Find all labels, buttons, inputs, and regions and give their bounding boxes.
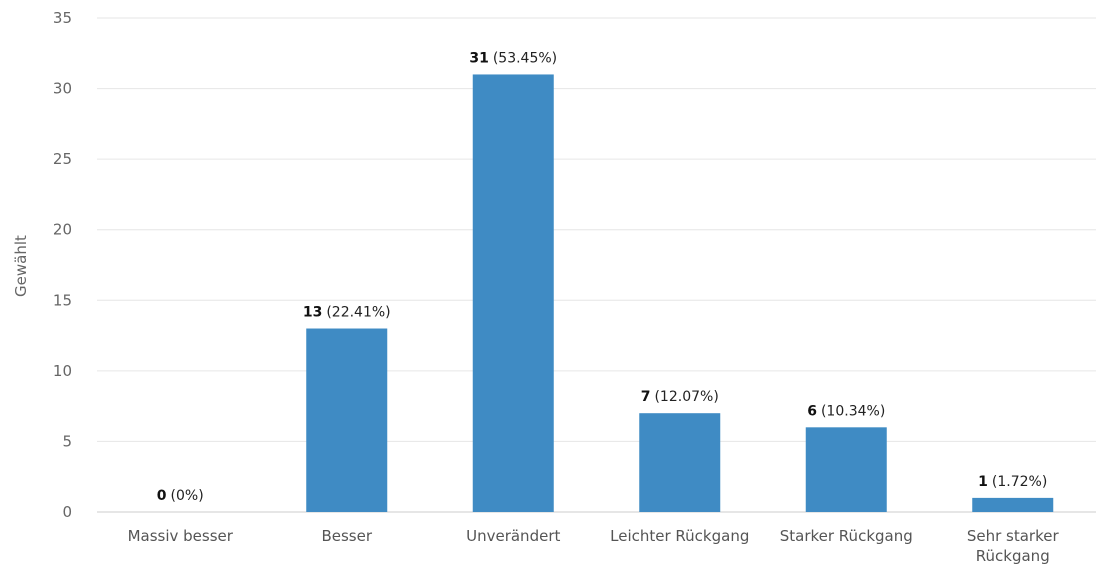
y-tick-label: 35: [53, 9, 72, 27]
x-category-label-line: Leichter Rückgang: [610, 527, 749, 545]
bar: [972, 497, 1054, 512]
data-label-percent: (10.34%): [821, 403, 885, 419]
data-label: 31 (53.45%): [469, 50, 557, 66]
x-axis-categories: Massiv besser Besser Unverändert Leichter R…: [128, 527, 1060, 565]
data-label-percent: (1.72%): [992, 474, 1047, 490]
data-label-percent: (0%): [171, 488, 204, 504]
bar: [306, 328, 388, 512]
x-category-label: Starker Rückgang: [780, 527, 913, 545]
data-label-percent: (12.07%): [654, 389, 718, 405]
x-category-label-line: Massiv besser: [128, 527, 234, 545]
data-label-count: 31: [469, 50, 488, 66]
data-label: 13 (22.41%): [303, 305, 391, 321]
x-category-label-line: Rückgang: [976, 547, 1050, 565]
bar: [639, 413, 721, 512]
x-category-label: Leichter Rückgang: [610, 527, 749, 545]
y-tick-label: 0: [62, 503, 72, 521]
data-label-count: 13: [303, 305, 322, 321]
bar: [472, 74, 554, 512]
data-label-count: 1: [978, 474, 988, 490]
x-category-label-line: Starker Rückgang: [780, 527, 913, 545]
y-tick-label: 25: [53, 150, 72, 168]
y-tick-label: 5: [62, 432, 72, 450]
data-label-count: 0: [157, 488, 167, 504]
y-tick-label: 20: [53, 221, 72, 239]
y-axis-ticks: 0 5 10 15 20 25 30 35: [53, 9, 72, 521]
data-label-percent: (22.41%): [326, 305, 390, 321]
x-category-label-line: Sehr starker: [967, 527, 1060, 545]
x-category-label-line: Besser: [321, 527, 372, 545]
data-labels: 0 (0%) 13 (22.41%) 31 (53.45%) 7 (12.07%) 6 (10.3…: [157, 50, 1048, 504]
y-tick-label: 10: [53, 362, 72, 380]
x-category-label: Unverändert: [466, 527, 560, 545]
gridlines: [97, 17, 1096, 513]
x-category-label: Sehr starker Rückgang: [967, 527, 1060, 565]
data-label-count: 6: [807, 403, 817, 419]
data-label-count: 7: [641, 389, 651, 405]
y-tick-label: 30: [53, 80, 72, 98]
y-tick-label: 15: [53, 291, 72, 309]
y-axis-label: Gewählt: [12, 235, 30, 297]
bars: [306, 74, 1054, 512]
data-label-percent: (53.45%): [493, 50, 557, 66]
data-label: 1 (1.72%): [978, 474, 1047, 490]
data-label: 0 (0%): [157, 488, 204, 504]
x-category-label: Besser: [321, 527, 372, 545]
bar: [805, 427, 887, 512]
x-category-label: Massiv besser: [128, 527, 234, 545]
x-category-label-line: Unverändert: [466, 527, 560, 545]
data-label: 7 (12.07%): [641, 389, 719, 405]
data-label: 6 (10.34%): [807, 403, 885, 419]
